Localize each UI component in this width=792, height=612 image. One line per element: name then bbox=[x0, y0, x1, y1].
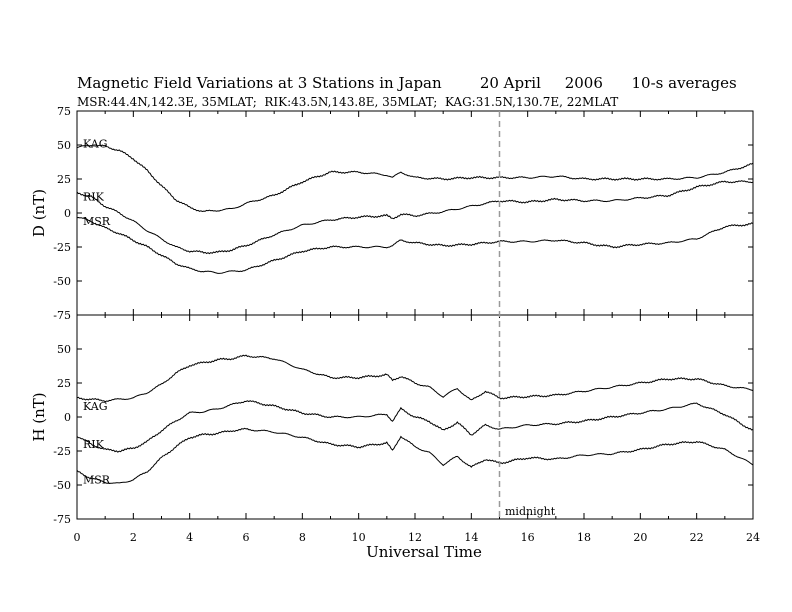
series-label-rik: RIK bbox=[83, 438, 105, 451]
x-tick-label: 2 bbox=[130, 531, 137, 544]
x-tick-label: 16 bbox=[521, 531, 535, 544]
stations-subtitle: MSR:44.4N,142.3E, 35MLAT; RIK:43.5N,143.… bbox=[77, 95, 619, 109]
x-tick-label: 20 bbox=[633, 531, 647, 544]
y-tick-label: -25 bbox=[53, 445, 71, 458]
series-line-msr bbox=[76, 427, 754, 485]
series-line-kag bbox=[76, 354, 754, 403]
x-tick-label: 22 bbox=[690, 531, 704, 544]
y-tick-label: -50 bbox=[53, 275, 71, 288]
series-label-rik: RIK bbox=[83, 191, 105, 204]
x-tick-label: 14 bbox=[464, 531, 478, 544]
y-tick-label: -25 bbox=[53, 241, 71, 254]
series-line-kag bbox=[76, 144, 754, 213]
series-label-kag: KAG bbox=[83, 138, 108, 151]
y-tick-label: 25 bbox=[57, 173, 71, 186]
series-label-msr: MSR bbox=[83, 215, 111, 228]
x-tick-label: 10 bbox=[352, 531, 366, 544]
series-line-msr bbox=[76, 216, 754, 274]
x-tick-label: 8 bbox=[299, 531, 306, 544]
y-tick-label: -50 bbox=[53, 479, 71, 492]
x-tick-label: 4 bbox=[186, 531, 193, 544]
series-line-rik bbox=[76, 400, 754, 453]
chart-title: Magnetic Field Variations at 3 Stations … bbox=[77, 74, 442, 92]
d-axis-label: D (nT) bbox=[30, 189, 48, 237]
midnight-annotation: midnight bbox=[505, 505, 556, 518]
x-axis-label: Universal Time bbox=[366, 543, 482, 561]
x-tick-label: 24 bbox=[746, 531, 760, 544]
y-tick-label: 0 bbox=[64, 411, 71, 424]
y-tick-label: 50 bbox=[57, 343, 71, 356]
y-tick-label: -75 bbox=[53, 513, 71, 526]
d-panel-frame bbox=[76, 110, 754, 316]
h-axis-label: H (nT) bbox=[30, 392, 48, 441]
chart-title-line: Magnetic Field Variations at 3 Stations … bbox=[77, 74, 737, 92]
y-tick-label: 50 bbox=[57, 139, 71, 152]
series-line-rik bbox=[76, 180, 754, 255]
series-label-msr: MSR bbox=[83, 474, 111, 487]
y-tick-label: -75 bbox=[53, 309, 71, 322]
x-tick-label: 6 bbox=[243, 531, 250, 544]
y-tick-label: 75 bbox=[57, 105, 71, 118]
x-tick-label: 12 bbox=[408, 531, 422, 544]
y-tick-label: 0 bbox=[64, 207, 71, 220]
series-label-kag: KAG bbox=[83, 400, 108, 413]
x-tick-label: 0 bbox=[74, 531, 81, 544]
chart-year: 2006 bbox=[564, 74, 603, 92]
chart-averaging: 10-s averages bbox=[631, 74, 737, 92]
x-tick-label: 18 bbox=[577, 531, 591, 544]
y-tick-label: 25 bbox=[57, 377, 71, 390]
chart-date: 20 April bbox=[479, 74, 541, 92]
